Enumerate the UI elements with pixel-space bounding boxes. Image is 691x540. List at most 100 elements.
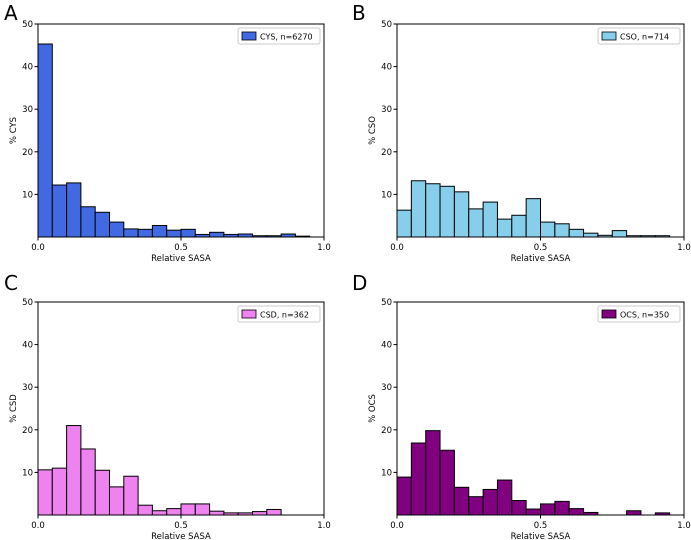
bar: [554, 223, 570, 238]
y-tick-label: 10: [381, 190, 392, 200]
legend-frame: [597, 305, 681, 323]
bar: [37, 469, 53, 516]
legend-frame: [597, 27, 681, 45]
bar: [151, 225, 168, 238]
y-axis-label: % CSO: [368, 116, 378, 145]
x-tick-label: 0.0: [31, 243, 45, 253]
y-tick-label: 50: [381, 298, 392, 308]
x-tick-label: 1.0: [317, 243, 331, 253]
bars: [396, 430, 671, 516]
y-tick-label: 50: [22, 20, 33, 30]
bar: [568, 228, 585, 238]
bar: [511, 214, 527, 238]
bar: [496, 479, 513, 516]
bar: [66, 182, 82, 238]
x-tick-label: 0.5: [534, 243, 548, 253]
bar: [109, 221, 125, 238]
x-tick-label: 0.5: [174, 521, 188, 531]
bar: [611, 230, 628, 238]
legend-label: CYS, n=6270: [260, 33, 313, 42]
x-tick-label: 0.0: [31, 521, 45, 531]
bar: [166, 508, 182, 516]
bar: [137, 504, 153, 516]
bar: [137, 228, 153, 238]
legend-label: OCS, n=350: [620, 311, 669, 320]
legend: OCS, n=350: [597, 305, 681, 323]
x-axis-label: Relative SASA: [151, 532, 211, 540]
bar: [439, 185, 455, 238]
bar: [425, 430, 441, 516]
y-tick-label: 30: [22, 105, 33, 115]
bar: [496, 218, 513, 238]
x-axis-label: Relative SASA: [151, 254, 211, 264]
x-tick-label: 0.0: [390, 243, 404, 253]
legend-swatch: [601, 31, 617, 41]
panel-c: C 0.0 0.5 1.0 Relative SASA 10 20 30 40 50 % CSD CS…: [4, 271, 331, 540]
bar: [80, 206, 96, 238]
bar: [80, 448, 96, 516]
legend-frame: [237, 305, 321, 323]
x-axis: 0.0 0.5 1.0 Relative SASA: [31, 515, 331, 540]
bar: [554, 500, 570, 516]
x-axis-label: Relative SASA: [511, 532, 571, 540]
bar: [66, 425, 82, 516]
y-axis-label: % OCS: [368, 394, 378, 423]
bar: [209, 231, 225, 238]
bar: [123, 475, 139, 516]
bar: [511, 500, 527, 516]
bar: [439, 449, 455, 516]
x-axis: 0.0 0.5 1.0 Relative SASA: [31, 237, 331, 264]
y-tick-label: 20: [381, 148, 392, 158]
y-axis: 10 20 30 40 50 % CSO: [368, 20, 397, 200]
legend-swatch: [601, 309, 617, 319]
bar: [525, 508, 542, 516]
bar: [482, 488, 498, 516]
bar: [266, 508, 282, 516]
x-tick-label: 0.0: [390, 521, 404, 531]
bar: [94, 469, 110, 516]
panel-label: A: [4, 1, 18, 25]
y-tick-label: 20: [22, 426, 33, 436]
bar: [166, 229, 182, 238]
y-tick-label: 10: [22, 468, 33, 478]
bar: [468, 208, 484, 238]
bar: [425, 183, 441, 238]
bar: [525, 198, 542, 238]
x-axis: 0.0 0.5 1.0 Relative SASA: [390, 237, 691, 264]
bar: [37, 43, 53, 238]
x-tick-label: 1.0: [677, 521, 691, 531]
legend-label: CSO, n=714: [620, 33, 669, 42]
y-tick-label: 40: [381, 63, 392, 73]
bar: [51, 467, 68, 516]
panel-label: B: [352, 1, 366, 25]
bar: [209, 510, 225, 516]
bars: [37, 43, 311, 238]
y-axis-label: % CSD: [9, 394, 19, 423]
bar: [123, 228, 139, 238]
y-tick-label: 30: [22, 383, 33, 393]
y-tick-label: 50: [22, 298, 33, 308]
y-tick-label: 50: [381, 20, 392, 30]
bar: [51, 184, 68, 238]
bar: [94, 211, 110, 238]
legend: CYS, n=6270: [237, 27, 321, 45]
bar: [410, 180, 427, 238]
bar: [540, 221, 556, 238]
bar: [482, 201, 498, 238]
y-tick-label: 40: [22, 341, 33, 351]
legend-frame: [237, 27, 321, 45]
y-tick-label: 10: [381, 468, 392, 478]
bar: [453, 486, 470, 516]
bar: [568, 508, 585, 516]
x-tick-label: 1.0: [317, 521, 331, 531]
bar: [109, 486, 125, 516]
legend-swatch: [241, 309, 257, 319]
bar: [410, 442, 427, 516]
bar: [540, 503, 556, 516]
bar: [252, 511, 268, 516]
y-tick-label: 20: [381, 426, 392, 436]
legend-label: CSD, n=362: [260, 311, 309, 320]
bar: [396, 476, 412, 516]
y-tick-label: 30: [381, 105, 392, 115]
